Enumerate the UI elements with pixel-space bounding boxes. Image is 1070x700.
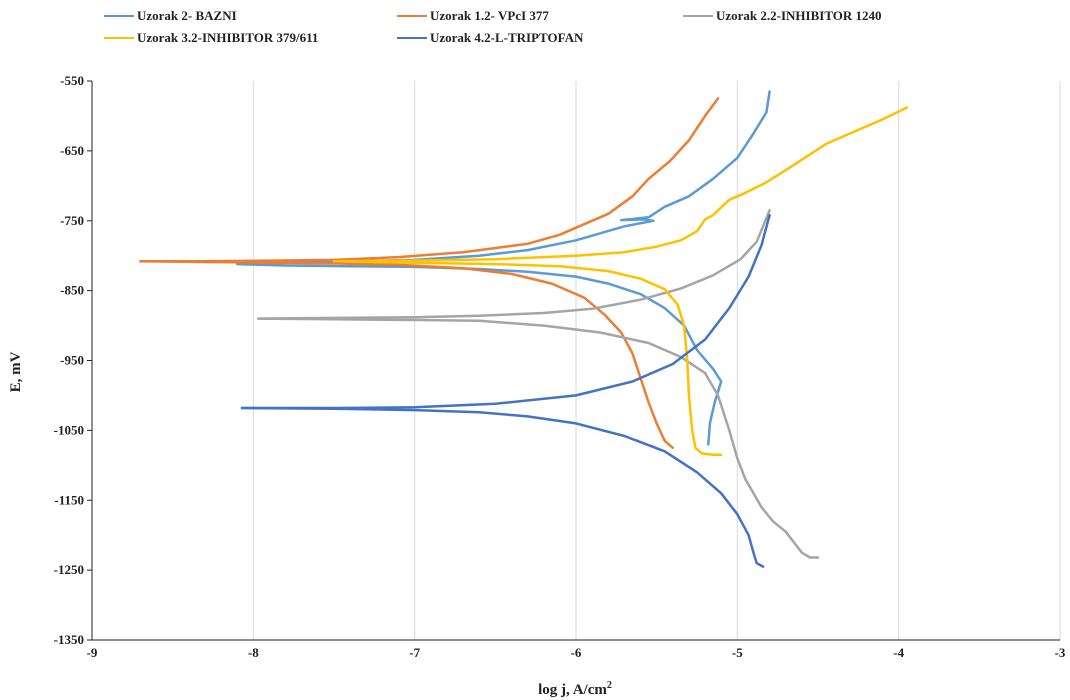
- legend-swatch: [683, 14, 713, 18]
- legend-entry-l-triptofan: Uzorak 4.2-L-TRIPTOFAN: [397, 30, 583, 46]
- y-tick-label: -1250: [54, 562, 84, 577]
- y-axis-title: E, mV: [8, 351, 24, 392]
- x-tick-label: -3: [1055, 645, 1066, 660]
- x-tick-label: -5: [732, 645, 743, 660]
- legend-entry-inhibitor-379-611: Uzorak 3.2-INHIBITOR 379/611: [104, 30, 318, 46]
- series-line-uzorak-1-2-vpci-377: [139, 97, 720, 263]
- legend-label: Uzorak 3.2-INHIBITOR 379/611: [137, 30, 319, 45]
- legend-label: Uzorak 1.2- VPcI 377: [430, 8, 549, 23]
- legend-label: Uzorak 2- BAZNI: [137, 8, 237, 23]
- x-tick-label: -4: [893, 645, 904, 660]
- legend: Uzorak 2- BAZNI Uzorak 1.2- VPcI 377 Uzo…: [0, 0, 1070, 70]
- legend-label: Uzorak 4.2-L-TRIPTOFAN: [430, 30, 584, 45]
- x-tick-label: -9: [87, 645, 98, 660]
- series-line-uzorak-2-bazni: [235, 219, 723, 446]
- y-tick-label: -950: [60, 353, 84, 368]
- series-line-uzorak-3-2-inhibitor-379-611: [332, 260, 723, 457]
- tick-labels: -9 -8 -7 -6 -5 -4 -3 -550 -650 -750 -850 -950 -1050 -…: [54, 73, 1066, 660]
- legend-entry-inhibitor-1240: Uzorak 2.2-INHIBITOR 1240: [683, 8, 882, 24]
- y-tick-label: -850: [60, 283, 84, 298]
- y-tick-label: -550: [60, 73, 84, 88]
- legend-entry-vpci-377: Uzorak 1.2- VPcI 377: [397, 8, 549, 24]
- legend-swatch: [104, 36, 134, 40]
- y-tick-label: -1050: [54, 422, 84, 437]
- series-line-uzorak-4-2-l-triptofan: [240, 213, 771, 410]
- legend-label: Uzorak 2.2-INHIBITOR 1240: [716, 8, 882, 23]
- y-tick-label: -1350: [54, 632, 84, 647]
- x-tick-label: -8: [248, 645, 259, 660]
- series-line-uzorak-3-2-inhibitor-379-611: [332, 106, 908, 263]
- axes: [87, 80, 1060, 641]
- x-tick-label: -7: [409, 645, 420, 660]
- grid-lines: [252, 81, 1061, 640]
- series-line-uzorak-2-2-inhibitor-1240: [256, 209, 771, 320]
- y-tick-label: -1150: [54, 492, 84, 507]
- legend-entry-bazni: Uzorak 2- BAZNI: [104, 8, 237, 24]
- x-tick-label: -6: [571, 645, 582, 660]
- legend-swatch: [397, 14, 427, 18]
- x-axis-title-text: log j, A/cm: [538, 682, 607, 698]
- series-line-uzorak-2-2-inhibitor-1240: [256, 317, 820, 559]
- series-line-uzorak-2-bazni: [619, 90, 771, 223]
- x-axis-title-superscript: 2: [607, 680, 612, 691]
- y-tick-label: -650: [60, 143, 84, 158]
- x-axis-title: log j, A/cm2: [538, 680, 612, 698]
- series-line-uzorak-4-2-l-triptofan: [240, 406, 765, 568]
- series-lines: [139, 90, 908, 568]
- legend-swatch: [104, 14, 134, 18]
- y-tick-label: -750: [60, 213, 84, 228]
- legend-swatch: [397, 36, 427, 40]
- series-line-uzorak-1-2-vpci-377: [139, 260, 675, 450]
